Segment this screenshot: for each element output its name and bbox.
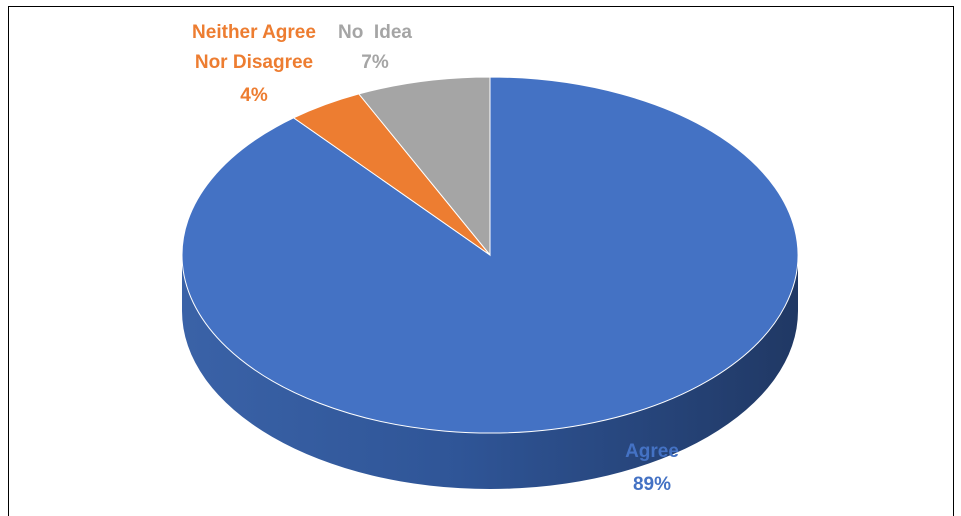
pie-tops: [181, 76, 799, 434]
slice-label-no-idea: No Idea: [338, 22, 412, 43]
slice-value-neither: 4%: [240, 85, 268, 106]
slice-label-agree: Agree: [625, 441, 679, 462]
pie-slice-no-idea: [357, 76, 491, 257]
slice-label-neither-line-1: Neither Agree: [192, 22, 316, 43]
pie-side-0: [182, 255, 798, 489]
slice-label-neither-line-2: Nor Disagree: [195, 52, 313, 73]
slice-value-agree: 89%: [633, 474, 671, 495]
pie-sides: [182, 255, 798, 489]
slice-value-no-idea: 7%: [361, 52, 389, 73]
chart-frame: [8, 6, 954, 516]
